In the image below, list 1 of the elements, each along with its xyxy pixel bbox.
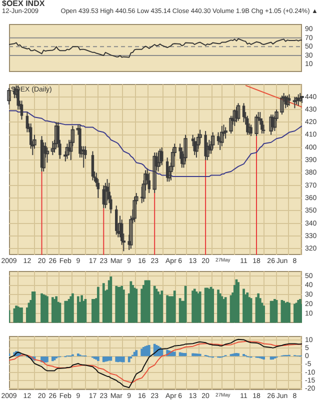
chart-title: $OEX INDX: [2, 0, 46, 8]
